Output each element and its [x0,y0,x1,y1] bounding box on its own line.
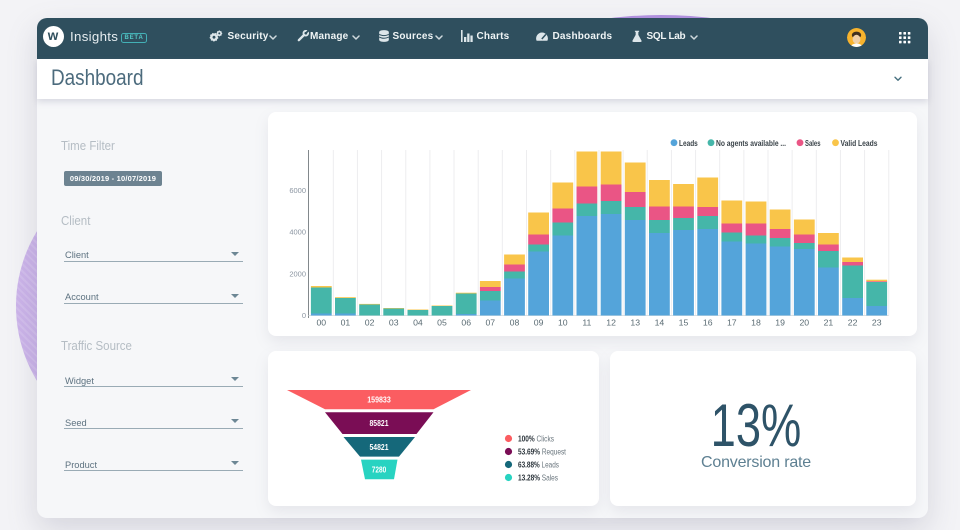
svg-text:22: 22 [848,318,858,328]
svg-text:13.28% Sales: 13.28% Sales [518,474,558,483]
svg-text:08: 08 [510,318,520,328]
svg-text:05: 05 [437,318,447,328]
svg-text:7280: 7280 [372,465,387,475]
svg-text:17: 17 [727,318,737,328]
svg-text:21: 21 [824,318,834,328]
svg-text:No agents available ...: No agents available ... [716,138,786,148]
svg-text:09: 09 [534,318,544,328]
svg-text:06: 06 [461,318,471,328]
svg-text:53.69% Request: 53.69% Request [518,448,567,457]
svg-text:Leads: Leads [679,138,698,148]
svg-text:18: 18 [751,318,761,328]
svg-text:6000: 6000 [289,186,306,195]
svg-text:19: 19 [775,318,785,328]
svg-text:03: 03 [389,318,399,328]
svg-text:54821: 54821 [370,442,389,452]
svg-text:Sales: Sales [805,138,821,148]
svg-text:0: 0 [302,311,306,320]
svg-text:00: 00 [316,318,326,328]
svg-text:01: 01 [341,318,351,328]
svg-text:13: 13 [630,318,640,328]
svg-text:11: 11 [582,318,591,328]
svg-text:159833: 159833 [367,395,391,405]
svg-text:16: 16 [703,318,713,328]
svg-text:20: 20 [799,318,809,328]
svg-text:10: 10 [558,318,568,328]
svg-text:07: 07 [485,318,495,328]
svg-text:4000: 4000 [289,228,306,237]
svg-text:04: 04 [413,318,423,328]
svg-text:85821: 85821 [370,418,389,428]
svg-text:Valid Leads: Valid Leads [841,138,878,148]
svg-text:02: 02 [365,318,375,328]
svg-text:63.88% Leads: 63.88% Leads [518,461,559,470]
svg-text:15: 15 [679,318,689,328]
svg-text:100% Clicks: 100% Clicks [518,435,554,444]
svg-text:12: 12 [606,318,616,328]
svg-text:23: 23 [872,318,882,328]
svg-text:14: 14 [655,318,665,328]
svg-text:2000: 2000 [289,269,306,278]
